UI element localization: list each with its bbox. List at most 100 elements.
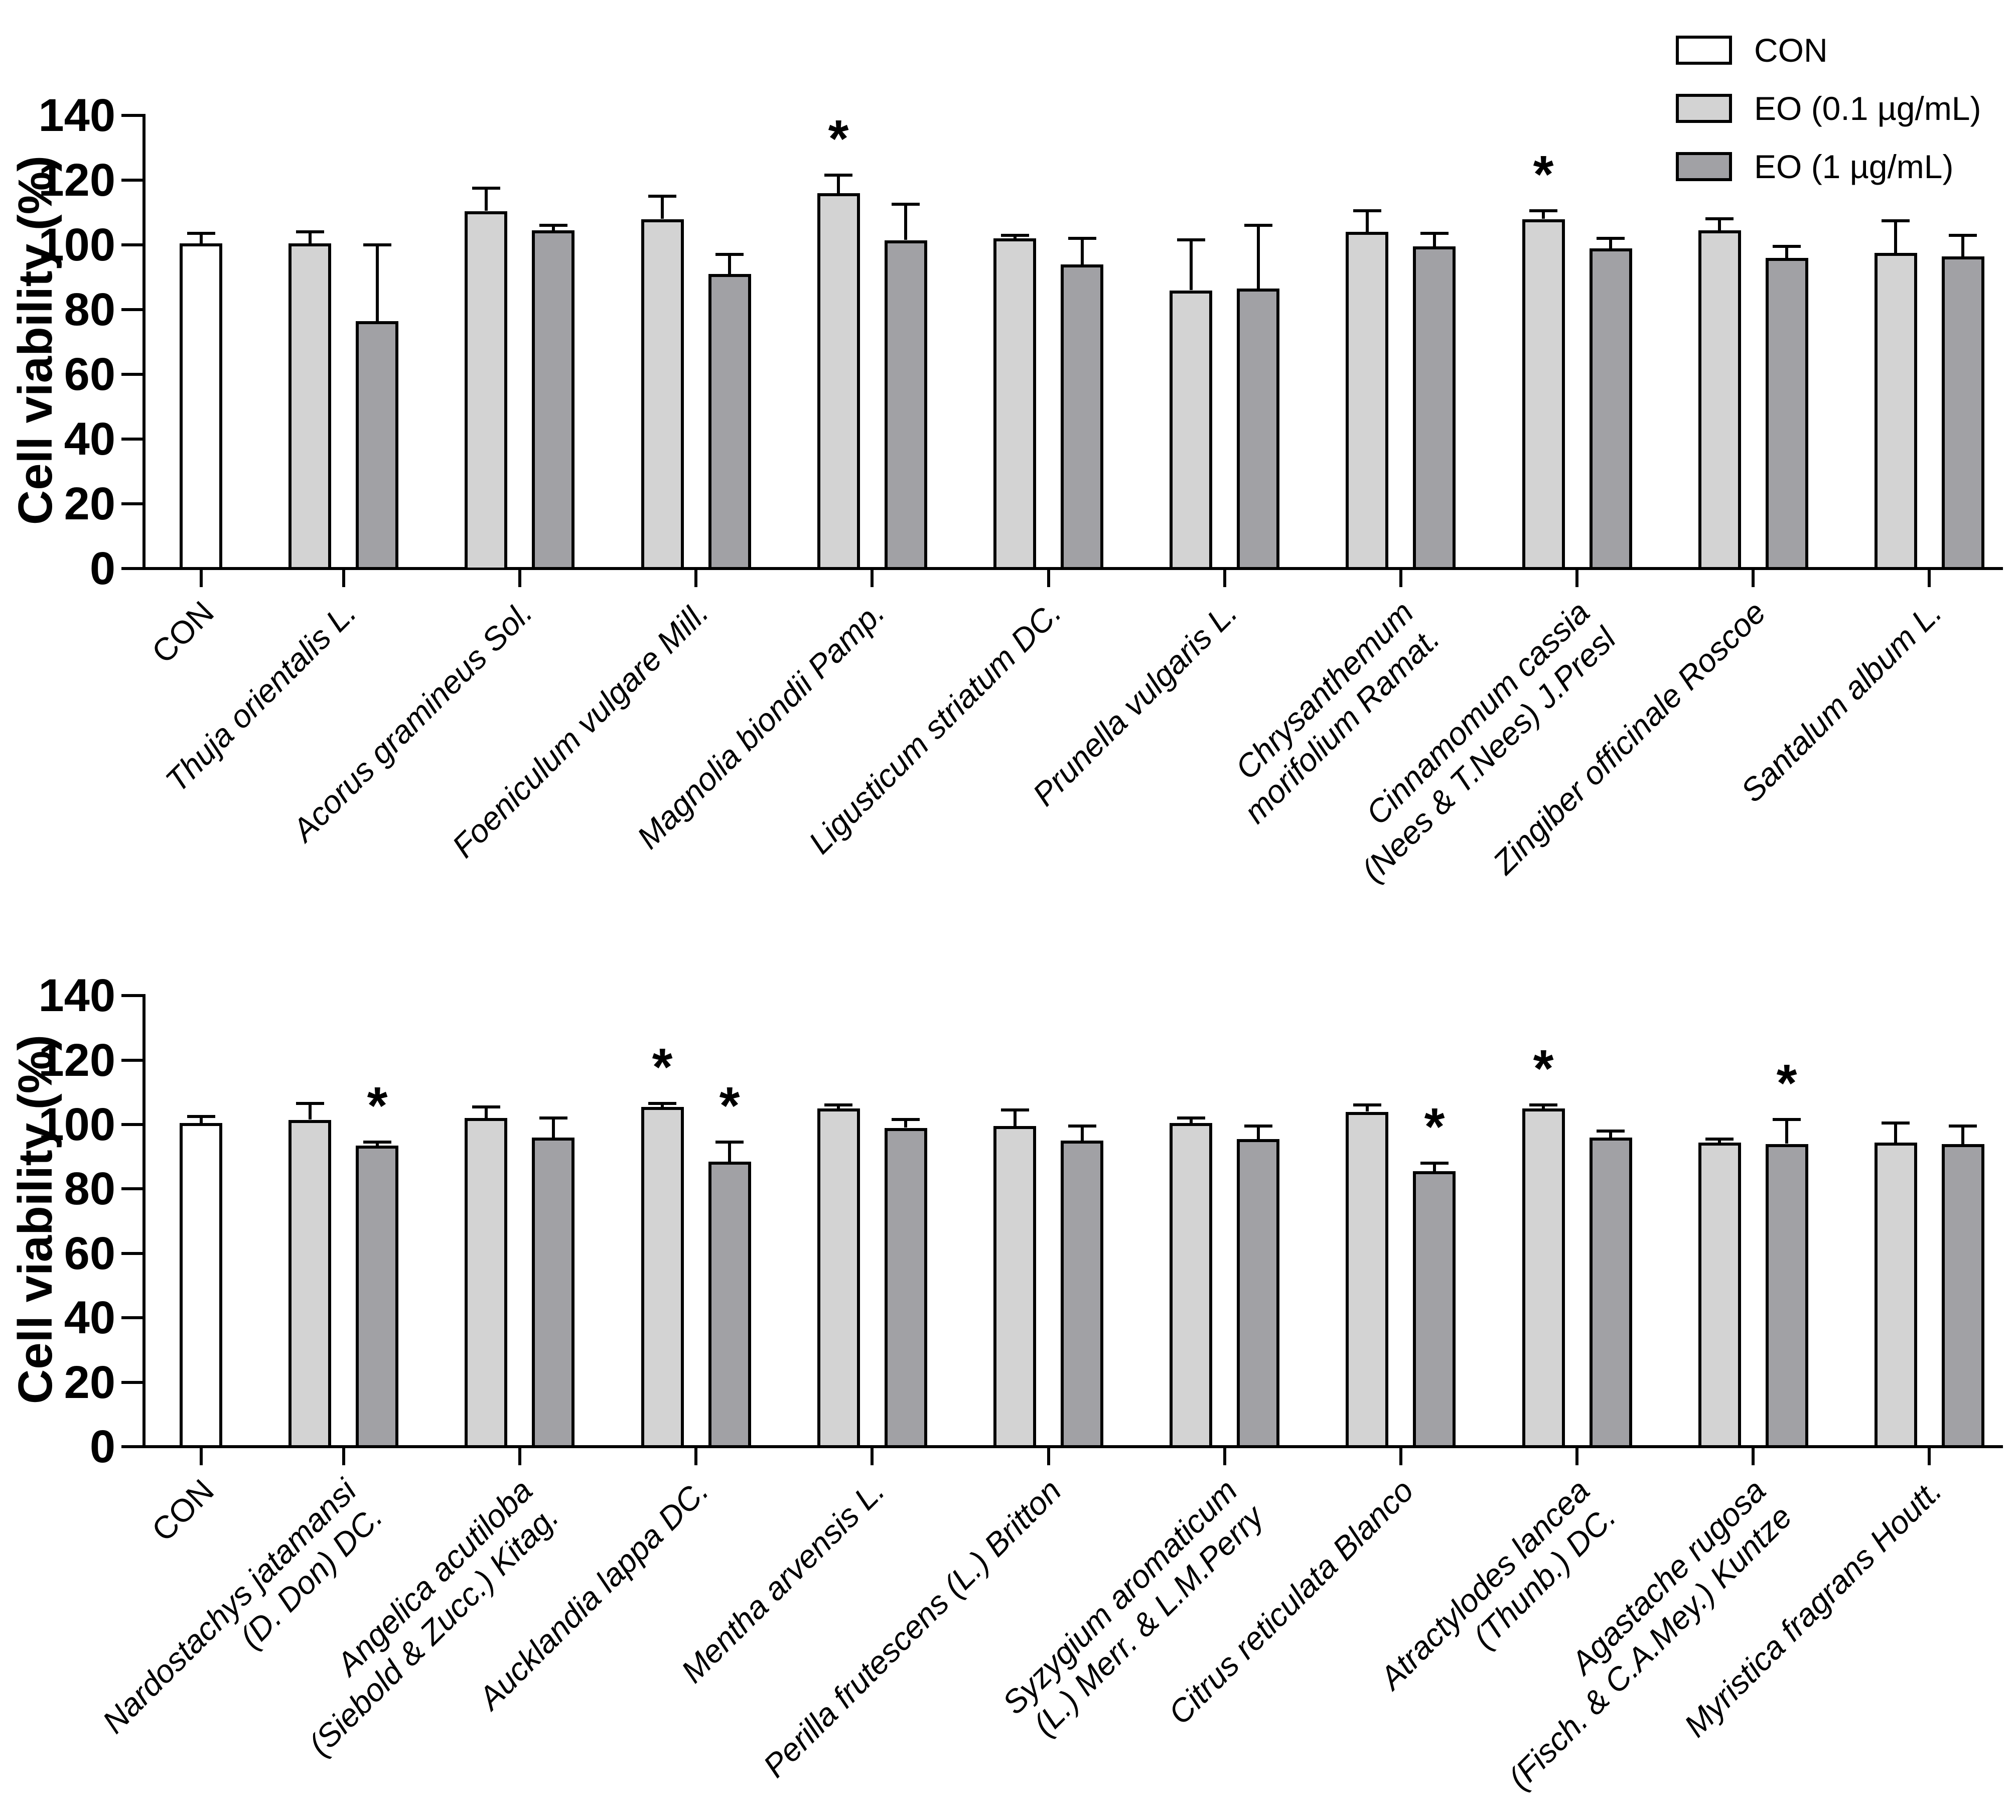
x-tick	[1928, 1448, 1931, 1465]
error-bar-cap	[187, 232, 215, 235]
bar	[1413, 1171, 1456, 1445]
y-tick-label: 100	[38, 219, 116, 270]
category-label: Santalum album L.	[1356, 594, 1949, 1188]
error-bar-cap	[1529, 1103, 1557, 1106]
y-tick-label: 20	[64, 1357, 115, 1408]
error-bar-cap	[1949, 1125, 1977, 1128]
bar	[885, 1128, 927, 1445]
bar	[465, 1118, 507, 1445]
x-tick	[871, 570, 874, 587]
bar	[1346, 232, 1388, 567]
bar	[1061, 264, 1103, 567]
error-bar-stem	[552, 1116, 555, 1138]
significance-star: *	[1533, 1039, 1554, 1098]
error-bar-stem	[309, 1102, 312, 1119]
error-bar-cap	[539, 224, 567, 227]
bar	[885, 240, 927, 567]
error-bar-cap	[1420, 232, 1449, 235]
bar	[641, 1107, 684, 1445]
legend-swatch-eo-low	[1676, 94, 1732, 123]
x-axis-line	[142, 1445, 2003, 1448]
error-bar-stem	[309, 230, 312, 243]
error-bar-stem	[1609, 1130, 1612, 1138]
x-tick	[342, 1448, 345, 1465]
error-bar-stem	[1961, 234, 1964, 256]
bar	[532, 1138, 574, 1445]
y-tick	[121, 502, 142, 505]
error-bar-stem	[200, 232, 203, 243]
significance-star: *	[367, 1076, 388, 1135]
y-tick-label: 120	[38, 1035, 116, 1086]
x-tick	[1047, 570, 1050, 587]
error-bar-cap	[187, 1115, 215, 1118]
x-tick	[1399, 1448, 1402, 1465]
error-bar-cap	[1882, 1122, 1910, 1125]
x-tick	[694, 570, 697, 587]
error-bar-cap	[1705, 1138, 1734, 1141]
bar	[1522, 219, 1565, 567]
error-bar-stem	[1718, 217, 1721, 230]
bar	[1766, 1144, 1808, 1445]
bar	[1766, 258, 1808, 567]
bar	[356, 1146, 398, 1445]
y-tick-label: 140	[38, 970, 116, 1021]
bar	[1942, 1144, 1984, 1445]
error-bar-stem	[1609, 237, 1612, 248]
bar	[180, 1123, 222, 1445]
error-bar-stem	[1433, 1162, 1436, 1171]
error-bar-stem	[1961, 1125, 1964, 1144]
bar	[993, 1126, 1036, 1445]
y-tick	[121, 243, 142, 246]
x-tick	[1223, 1448, 1226, 1465]
error-bar-stem	[1542, 209, 1545, 219]
error-bar-stem	[1894, 219, 1897, 253]
error-bar-stem	[552, 224, 555, 230]
y-tick	[121, 308, 142, 311]
bar	[993, 238, 1036, 567]
error-bar-stem	[1081, 1125, 1084, 1141]
y-tick-label: 80	[64, 1163, 115, 1214]
error-bar-stem	[1433, 232, 1436, 246]
error-bar-stem	[904, 203, 907, 240]
significance-star: *	[1533, 145, 1554, 204]
error-bar-stem	[1785, 245, 1788, 258]
error-bar-stem	[661, 195, 664, 219]
error-bar-cap	[1068, 237, 1096, 240]
error-bar-cap	[1773, 245, 1801, 248]
bar	[1346, 1112, 1388, 1445]
x-tick	[1575, 570, 1578, 587]
error-bar-cap	[363, 243, 391, 246]
legend-label: EO (1 µg/mL)	[1754, 148, 1954, 185]
x-tick	[1399, 570, 1402, 587]
category-label: Foeniculum vulgare Mill.	[122, 594, 716, 1188]
error-bar-cap	[1068, 1125, 1096, 1128]
x-tick	[1752, 1448, 1755, 1465]
y-axis-line	[142, 994, 146, 1448]
error-bar-stem	[904, 1118, 907, 1128]
bar	[1942, 256, 1984, 567]
x-tick	[518, 1448, 521, 1465]
bar	[1061, 1141, 1103, 1445]
error-bar-stem	[1014, 1108, 1017, 1126]
error-bar-cap	[296, 1102, 324, 1105]
significance-star: *	[1424, 1097, 1445, 1156]
bar	[1590, 1138, 1632, 1445]
error-bar-cap	[1773, 1118, 1801, 1121]
y-tick-label: 100	[38, 1099, 116, 1150]
x-tick	[871, 1448, 874, 1465]
error-bar-cap	[1177, 238, 1205, 241]
error-bar-cap	[648, 195, 676, 198]
error-bar-cap	[539, 1116, 567, 1119]
error-bar-stem	[1190, 238, 1193, 290]
bar	[641, 219, 684, 567]
error-bar-cap	[1353, 1103, 1381, 1106]
y-tick-label: 80	[64, 284, 115, 335]
error-bar-stem	[1190, 1116, 1193, 1123]
legend-row: EO (1 µg/mL)	[1676, 148, 1953, 186]
error-bar-stem	[1366, 209, 1369, 232]
y-tick	[121, 1059, 142, 1062]
error-bar-cap	[472, 187, 500, 190]
error-bar-stem	[837, 174, 840, 193]
bar	[1698, 230, 1741, 567]
bar	[1698, 1143, 1741, 1445]
